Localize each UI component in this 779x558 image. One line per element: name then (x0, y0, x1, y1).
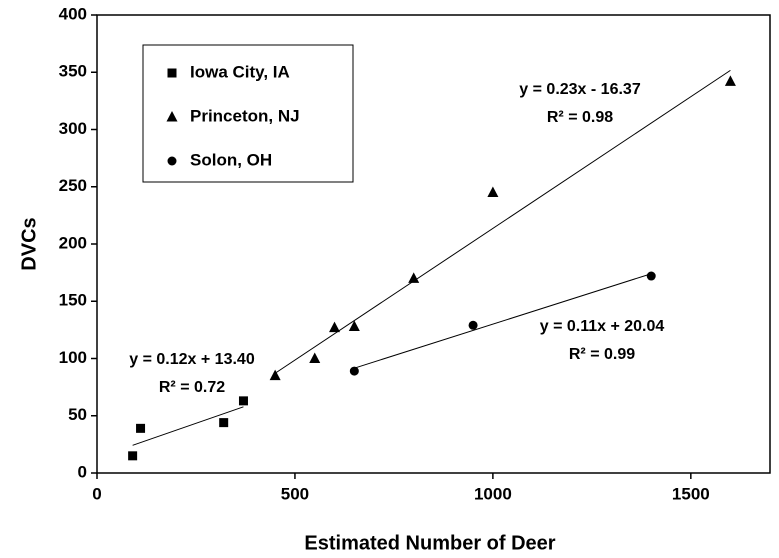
trendline (132, 406, 244, 446)
point (348, 320, 360, 331)
y-tick-label: 50 (68, 405, 87, 424)
point (408, 272, 420, 283)
trendline-equation: y = 0.11x + 20.04 (540, 318, 665, 335)
legend-label: Princeton, NJ (190, 106, 300, 125)
y-tick-label: 250 (59, 176, 87, 195)
y-tick-label: 150 (59, 291, 87, 310)
point (646, 271, 656, 281)
legend-marker (166, 111, 178, 122)
x-axis-title: Estimated Number of Deer (304, 532, 555, 554)
trendline-r2: R² = 0.72 (159, 379, 225, 396)
point (238, 396, 248, 406)
point (128, 451, 138, 461)
y-tick-label: 200 (59, 233, 87, 252)
point (309, 352, 321, 363)
point (724, 75, 736, 86)
x-tick-label: 0 (92, 484, 101, 503)
legend-label: Iowa City, IA (190, 62, 290, 81)
trendline (354, 273, 652, 369)
trendline-equation: y = 0.23x - 16.37 (519, 81, 641, 98)
point (136, 423, 146, 433)
y-axis-title: DVCs (18, 217, 40, 270)
point (349, 366, 359, 376)
trendline-r2: R² = 0.98 (547, 109, 613, 126)
trendline-r2: R² = 0.99 (569, 346, 635, 363)
x-tick-label: 500 (281, 484, 309, 503)
point (329, 321, 341, 333)
point (487, 186, 499, 197)
point (219, 418, 229, 428)
y-tick-label: 0 (78, 462, 87, 481)
point (468, 320, 478, 330)
trendline-equation: y = 0.12x + 13.40 (129, 351, 255, 368)
y-tick-label: 300 (59, 119, 87, 138)
legend-marker (167, 68, 177, 78)
legend-label: Solon, OH (190, 150, 272, 169)
point (269, 369, 281, 381)
x-tick-label: 1500 (672, 484, 710, 503)
legend-marker (167, 156, 177, 166)
legend-box (142, 44, 354, 183)
y-tick-label: 400 (59, 4, 87, 23)
x-tick-label: 1000 (474, 484, 512, 503)
y-tick-label: 100 (59, 348, 87, 367)
y-tick-label: 350 (59, 62, 87, 81)
trendline (274, 69, 731, 374)
